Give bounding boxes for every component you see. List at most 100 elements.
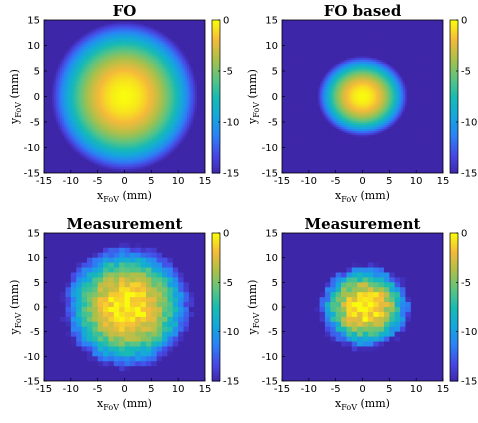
heatmap-cell: [80, 75, 83, 78]
heatmap-cell: [88, 115, 91, 119]
heatmap-cell: [164, 102, 168, 105]
heatmap-cell: [140, 115, 144, 119]
heatmap-cell: [124, 77, 128, 80]
heatmap-cell: [182, 39, 186, 42]
heatmap-cell: [92, 102, 95, 105]
heatmap-cell: [68, 21, 71, 25]
heatmap-cell: [158, 81, 162, 84]
heatmap-cell: [58, 75, 61, 78]
heatmap-cell: [50, 94, 53, 98]
heatmap-cell: [172, 31, 176, 34]
heatmap-cell: [120, 75, 124, 78]
heatmap-cell: [142, 86, 146, 90]
heatmap-cell: [150, 37, 154, 40]
heatmap-cell: [52, 102, 55, 105]
heatmap-cell: [66, 20, 69, 23]
heatmap-cell: [68, 85, 71, 88]
heatmap-cell: [180, 39, 184, 42]
heatmap-cell: [178, 23, 182, 27]
heatmap-cell: [102, 44, 105, 48]
heatmap-cell: [162, 113, 166, 117]
heatmap-cell: [114, 81, 118, 84]
heatmap-cell: [158, 106, 162, 109]
heatmap-cell: [102, 121, 105, 124]
heatmap-cell: [184, 100, 188, 103]
heatmap-cell: [172, 23, 176, 27]
heatmap-cell: [162, 39, 166, 42]
heatmap-cell: [130, 132, 134, 136]
heatmap-cell: [122, 115, 126, 119]
heatmap-cell: [130, 109, 134, 113]
heatmap-cell: [178, 111, 182, 115]
heatmap-cell: [98, 127, 101, 130]
heatmap-cell: [156, 42, 160, 46]
heatmap-cell: [96, 60, 99, 63]
heatmap-cell: [92, 92, 95, 96]
heatmap-cell: [60, 86, 63, 90]
heatmap-cell: [62, 79, 65, 82]
heatmap-cell: [56, 71, 59, 75]
heatmap-cell: [190, 46, 194, 50]
heatmap-cell: [154, 63, 158, 67]
heatmap-cell: [202, 117, 205, 121]
heatmap-cell: [200, 113, 204, 117]
heatmap-cell: [168, 117, 172, 121]
heatmap-cell: [156, 127, 160, 130]
heatmap-cell: [130, 48, 134, 52]
heatmap-cell: [44, 119, 47, 122]
heatmap-cell: [110, 102, 114, 105]
heatmap-cell: [44, 96, 47, 100]
heatmap-cell: [72, 115, 75, 119]
heatmap-cell: [54, 85, 57, 88]
heatmap-cell: [152, 50, 156, 54]
heatmap-cell: [168, 23, 172, 27]
heatmap-cell: [84, 58, 87, 61]
heatmap-cell: [184, 88, 188, 92]
heatmap-cell: [46, 115, 49, 119]
heatmap-cell: [178, 98, 182, 101]
heatmap-cell: [100, 123, 103, 126]
heatmap-cell: [136, 123, 140, 126]
heatmap-cell: [78, 65, 81, 69]
heatmap-cell: [162, 94, 166, 98]
heatmap-cell: [170, 121, 174, 124]
heatmap-cell: [52, 106, 55, 109]
heatmap-cell: [108, 138, 112, 142]
heatmap-cell: [144, 90, 148, 94]
heatmap-cell: [178, 71, 182, 75]
heatmap-cell: [174, 136, 178, 140]
heatmap-cell: [198, 75, 202, 78]
heatmap-cell: [136, 37, 140, 40]
heatmap-cell: [130, 111, 134, 115]
heatmap-cell: [146, 79, 150, 82]
heatmap-cell: [200, 119, 204, 122]
heatmap-cell: [150, 109, 154, 113]
heatmap-cell: [56, 115, 59, 119]
heatmap-cell: [88, 20, 91, 23]
heatmap-cell: [104, 67, 107, 71]
heatmap-cell: [160, 65, 164, 69]
heatmap-cell: [56, 117, 59, 121]
heatmap-cell: [168, 88, 172, 92]
heatmap-cell: [152, 130, 156, 134]
heatmap-cell: [116, 35, 120, 38]
heatmap-cell: [176, 31, 180, 34]
heatmap-cell: [96, 134, 99, 138]
heatmap-cell: [174, 23, 178, 27]
heatmap-cell: [84, 62, 87, 65]
heatmap-cell: [74, 58, 77, 61]
heatmap-cell: [196, 104, 200, 107]
heatmap-cell: [160, 67, 164, 71]
heatmap-cell: [164, 88, 168, 92]
heatmap-cell: [176, 86, 180, 90]
heatmap-cell: [60, 94, 63, 98]
heatmap-cell: [94, 37, 97, 40]
heatmap-cell: [104, 86, 107, 90]
heatmap-cell: [80, 106, 83, 109]
heatmap-cell: [146, 58, 150, 61]
heatmap-cell: [126, 134, 130, 138]
heatmap-cell: [142, 63, 146, 67]
heatmap-cell: [120, 96, 124, 100]
heatmap-cell: [76, 81, 79, 84]
heatmap-cell: [108, 41, 112, 44]
